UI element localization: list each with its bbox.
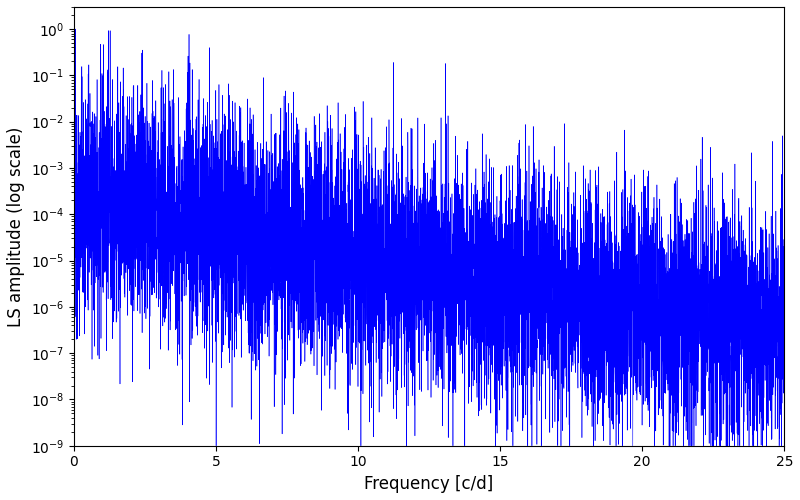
Y-axis label: LS amplitude (log scale): LS amplitude (log scale): [7, 126, 25, 326]
X-axis label: Frequency [c/d]: Frequency [c/d]: [364, 475, 494, 493]
